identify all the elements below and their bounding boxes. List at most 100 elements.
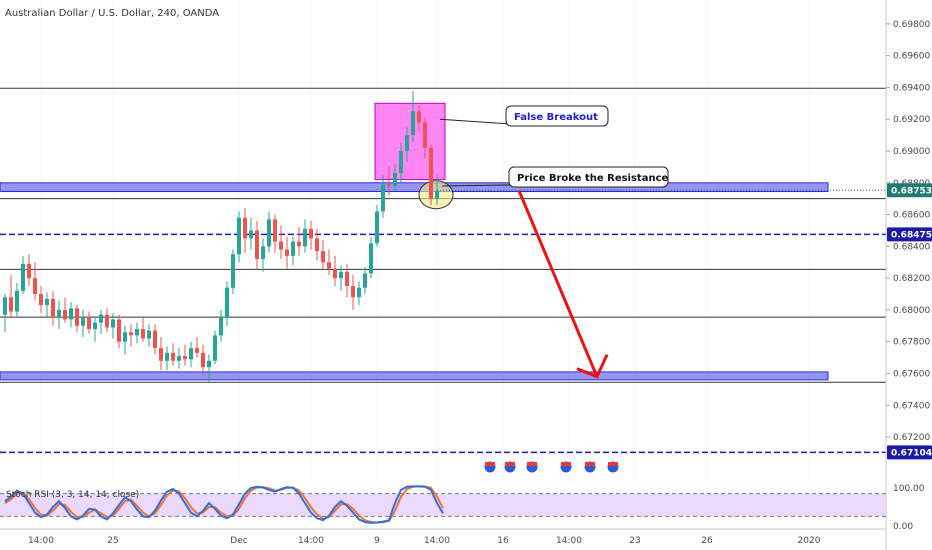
- candle-body[interactable]: [315, 238, 319, 252]
- price-tick-label: 0.67200: [893, 433, 930, 443]
- candle-body[interactable]: [171, 352, 175, 361]
- candle-body[interactable]: [75, 308, 79, 326]
- candle-body[interactable]: [375, 211, 379, 244]
- candle-body[interactable]: [411, 111, 415, 136]
- candle-body[interactable]: [3, 297, 7, 315]
- projection-arrow[interactable]: [517, 190, 609, 379]
- flag-stripe: [527, 462, 537, 466]
- candle-body[interactable]: [129, 332, 133, 336]
- candle-body[interactable]: [207, 360, 211, 368]
- candle-body[interactable]: [153, 330, 157, 349]
- candle-body[interactable]: [303, 228, 307, 247]
- candle-body[interactable]: [381, 184, 385, 212]
- candle-body[interactable]: [57, 309, 61, 318]
- candle-body[interactable]: [285, 249, 289, 256]
- candle-body[interactable]: [297, 241, 301, 247]
- price-badge-text: 0.68475: [891, 230, 932, 240]
- candlestick-series: [3, 90, 439, 382]
- candle-body[interactable]: [327, 262, 331, 269]
- event-flag-icon[interactable]: [606, 460, 620, 474]
- candle-body[interactable]: [225, 287, 229, 318]
- candle-body[interactable]: [345, 271, 349, 287]
- candle-body[interactable]: [249, 230, 253, 239]
- candle-body[interactable]: [279, 241, 283, 250]
- candle-body[interactable]: [333, 268, 337, 279]
- flag-stripe: [561, 462, 571, 466]
- candle-body[interactable]: [363, 273, 367, 288]
- candle-body[interactable]: [159, 348, 163, 361]
- candle-body[interactable]: [309, 228, 313, 239]
- candle-body[interactable]: [183, 356, 187, 360]
- candle-body[interactable]: [147, 330, 151, 339]
- time-tick-label: 9: [374, 536, 380, 546]
- candle-body[interactable]: [255, 230, 259, 260]
- time-axis-ticks[interactable]: 14:00 25 Dec 14:00 9 14:00 16 14:00 23 26 2020: [28, 536, 821, 546]
- candle-body[interactable]: [351, 286, 355, 298]
- candle-body[interactable]: [339, 271, 343, 279]
- candle-body[interactable]: [387, 184, 391, 186]
- event-flag-icon[interactable]: [503, 460, 517, 474]
- candle-body[interactable]: [135, 329, 139, 336]
- candle-body[interactable]: [261, 246, 265, 260]
- candle-body[interactable]: [69, 308, 73, 320]
- candle-body[interactable]: [123, 332, 127, 342]
- stoch-tick-100: 100.00: [893, 484, 925, 494]
- candle-body[interactable]: [177, 356, 181, 361]
- stoch-tick-0: 0.00: [893, 522, 913, 532]
- candle-body[interactable]: [195, 348, 199, 353]
- flag-stripe: [608, 462, 618, 466]
- candle-body[interactable]: [27, 263, 31, 279]
- candle-body[interactable]: [321, 251, 325, 263]
- candle-body[interactable]: [417, 111, 421, 123]
- candle-body[interactable]: [189, 348, 193, 360]
- time-tick-label: 14:00: [556, 536, 582, 546]
- candle-body[interactable]: [399, 150, 403, 174]
- stoch-k-line: [4, 485, 444, 524]
- event-flag-icon[interactable]: [583, 460, 597, 474]
- candle-body[interactable]: [141, 329, 145, 339]
- candle-body[interactable]: [45, 298, 49, 306]
- candle-body[interactable]: [21, 263, 25, 291]
- candle-body[interactable]: [243, 217, 247, 239]
- event-flag-icon[interactable]: [559, 460, 573, 474]
- false-breakout-box[interactable]: [374, 102, 446, 181]
- candle-body[interactable]: [237, 217, 241, 255]
- candle-body[interactable]: [435, 190, 439, 199]
- candle-body[interactable]: [393, 173, 397, 186]
- candle-body[interactable]: [99, 314, 103, 323]
- candle-body[interactable]: [231, 254, 235, 288]
- candle-body[interactable]: [219, 317, 223, 336]
- candle-body[interactable]: [405, 135, 409, 151]
- candle-body[interactable]: [15, 290, 19, 312]
- candle-body[interactable]: [267, 219, 271, 247]
- candle-body[interactable]: [273, 219, 277, 242]
- candle-body[interactable]: [357, 287, 361, 298]
- candle-body[interactable]: [111, 319, 115, 328]
- candle-body[interactable]: [33, 278, 37, 295]
- event-flag-icon[interactable]: [483, 460, 497, 474]
- candle-body[interactable]: [105, 314, 109, 328]
- candle-body[interactable]: [9, 297, 13, 312]
- candle-body[interactable]: [81, 317, 85, 326]
- candle-body[interactable]: [87, 317, 91, 330]
- zone-rect[interactable]: [0, 371, 829, 381]
- callout-price-broke[interactable]: Price Broke the Resistance: [441, 166, 669, 188]
- candle-body[interactable]: [39, 294, 43, 306]
- candle-body[interactable]: [201, 352, 205, 368]
- candle-body[interactable]: [63, 309, 67, 320]
- candle-body[interactable]: [51, 298, 55, 318]
- candle-body[interactable]: [369, 243, 373, 274]
- candle-body[interactable]: [213, 335, 217, 361]
- candle-body[interactable]: [423, 122, 427, 148]
- callout-false-breakout[interactable]: False Breakout: [439, 105, 609, 127]
- candle-body[interactable]: [165, 352, 169, 361]
- candle-body[interactable]: [429, 147, 433, 199]
- candle-body[interactable]: [93, 322, 97, 330]
- candle-body[interactable]: [117, 319, 121, 342]
- candle-body[interactable]: [291, 241, 295, 256]
- zone-rect[interactable]: [0, 182, 829, 193]
- event-markers[interactable]: [483, 460, 620, 474]
- time-tick-label: 14:00: [424, 536, 450, 546]
- event-flag-icon[interactable]: [525, 460, 539, 474]
